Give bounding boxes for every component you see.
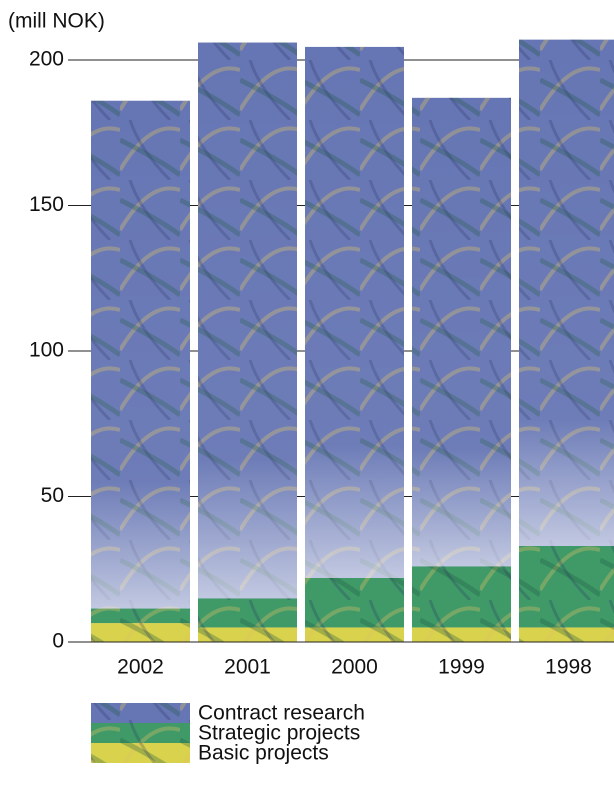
bar-texture	[91, 608, 190, 624]
x-tick-label: 2002	[117, 656, 164, 679]
bar-fade	[198, 42, 297, 599]
bar-texture	[198, 627, 297, 642]
y-tick-label: 200	[29, 48, 64, 71]
x-tick-label: 1999	[438, 656, 485, 679]
x-tick-label: 1998	[545, 656, 592, 679]
bar-texture	[91, 623, 190, 642]
y-tick-label: 150	[29, 193, 64, 216]
bar-texture	[305, 627, 404, 642]
legend-texture	[91, 703, 190, 723]
bar-fade	[305, 46, 404, 578]
bar-texture	[198, 598, 297, 628]
bar-fade	[91, 100, 190, 609]
bar-texture	[412, 566, 511, 628]
legend-texture	[91, 723, 190, 743]
legend-texture	[91, 743, 190, 763]
bar-fade	[412, 97, 511, 567]
x-tick-label: 2001	[224, 656, 271, 679]
y-tick-label: 0	[52, 630, 64, 653]
y-axis-label: (mill NOK)	[8, 10, 105, 33]
legend-label: Strategic projects	[198, 722, 360, 745]
bar-fade	[519, 39, 614, 546]
legend-label: Contract research	[198, 702, 365, 725]
bar-texture	[412, 627, 511, 642]
bar-texture	[305, 577, 404, 628]
bar-texture	[519, 545, 614, 628]
bar-texture	[519, 627, 614, 642]
legend-label: Basic projects	[198, 742, 329, 765]
y-tick-label: 100	[29, 339, 64, 362]
x-tick-label: 2000	[331, 656, 378, 679]
y-tick-label: 50	[41, 484, 64, 507]
